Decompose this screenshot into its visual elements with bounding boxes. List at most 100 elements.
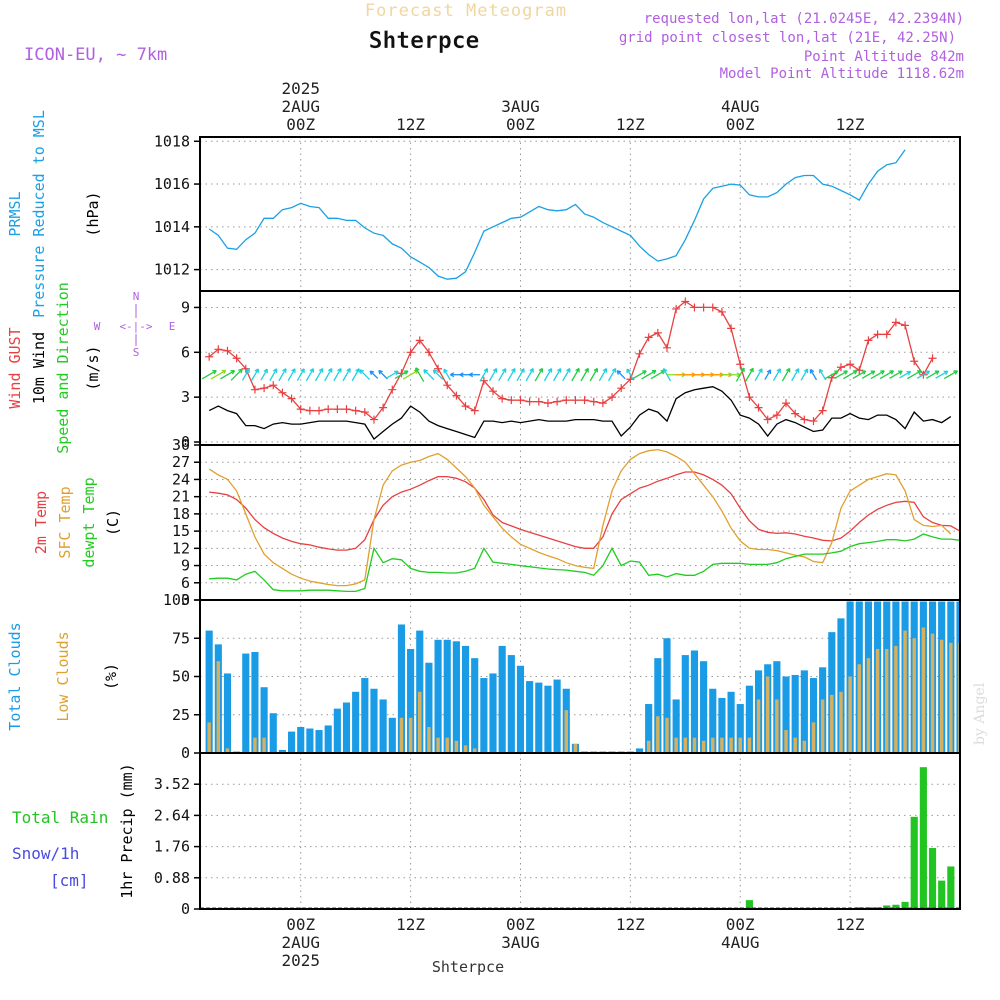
y-tick-label: 0 [181, 744, 190, 762]
bar-low-clouds [875, 648, 880, 753]
gust-marker [690, 303, 699, 312]
y-tick-label: 25 [172, 706, 190, 724]
bar-total-clouds [535, 682, 543, 753]
wind-arrow-head [346, 368, 351, 373]
wind-arrow [479, 368, 488, 382]
y-axis-label: dewpt Temp [80, 477, 98, 567]
gust-marker [223, 346, 232, 355]
gust-marker [452, 391, 461, 400]
y-tick-label: 2.64 [154, 806, 190, 824]
bottom-time-label: 2AUG [281, 933, 320, 952]
gust-marker [699, 303, 708, 312]
bar-low-clouds [408, 717, 413, 753]
bar-total-clouds [251, 652, 259, 753]
bar-low-clouds [445, 737, 449, 753]
bar-total-clouds [709, 688, 717, 753]
gust-marker [745, 393, 754, 402]
wind-arrow [626, 368, 635, 381]
wind-arrow [562, 368, 571, 382]
panel-frame-pressure [199, 136, 961, 292]
series-line-wind [208, 386, 952, 440]
bottom-time-label: 12Z [616, 915, 645, 934]
location-title: Shterpce [369, 28, 480, 54]
wind-arrow [879, 370, 894, 380]
gust-marker [214, 345, 223, 354]
wind-arrow-head [511, 368, 516, 373]
y-tick-label: 3 [181, 591, 190, 609]
bar-low-clouds [399, 717, 404, 753]
top-time-label: 3AUG [501, 97, 540, 116]
compass-west: W [94, 320, 101, 333]
gust-marker [763, 415, 772, 424]
gust-marker [305, 406, 314, 415]
gust-marker [717, 307, 726, 316]
y-axis-label: 2m Temp [32, 491, 50, 554]
wind-arrow [906, 370, 922, 380]
gust-marker [388, 385, 397, 394]
wind-arrow [735, 367, 745, 382]
wind-arrow-head [749, 367, 754, 373]
wind-arrow [754, 368, 763, 381]
wind-arrow [443, 368, 451, 381]
wind-arrow [296, 368, 305, 381]
wind-arrow-head [575, 367, 580, 373]
bar-total-clouds [672, 699, 680, 753]
bar-low-clouds [418, 691, 422, 753]
y-axis-label: 10m Wind [30, 332, 48, 404]
bar-total-clouds [681, 655, 689, 753]
bar-total-rain [919, 767, 927, 909]
bar-total-clouds [315, 730, 323, 753]
bar-low-clouds [765, 676, 770, 753]
bar-total-clouds [727, 691, 735, 753]
y-tick-label: 9 [181, 557, 190, 575]
bar-low-clouds [894, 645, 898, 753]
gust-marker [653, 328, 662, 337]
wind-arrow-head [642, 370, 647, 375]
wind-arrow [369, 370, 379, 379]
bar-low-clouds [564, 710, 569, 753]
gust-marker [836, 363, 845, 372]
wind-arrow-head [662, 368, 668, 373]
series-group-clouds [205, 601, 960, 753]
gust-marker [846, 360, 855, 369]
wind-arrow [641, 370, 657, 380]
wind-arrow [943, 370, 958, 380]
gust-marker [489, 387, 498, 396]
bar-low-clouds [720, 737, 724, 753]
wind-arrow [269, 368, 278, 381]
bar-total-clouds [828, 632, 836, 753]
bar-total-clouds [370, 688, 378, 753]
bar-low-clouds [848, 676, 852, 753]
bar-low-clouds [472, 748, 477, 753]
bar-low-clouds [756, 699, 761, 753]
bar-total-rain [947, 866, 955, 909]
wind-arrow-head [520, 368, 525, 373]
bar-low-clouds [656, 716, 660, 753]
bar-low-clouds [949, 642, 953, 753]
bar-total-clouds [489, 673, 497, 753]
text-layer: Forecast Meteogram Shterpce ICON-EU, ~ 7… [6, 1, 988, 976]
wind-arrow [598, 368, 608, 382]
wind-arrow-head [369, 370, 375, 376]
wind-arrow-head [834, 370, 839, 375]
wind-arrow-head [282, 368, 287, 373]
wind-arrow-head [925, 370, 931, 375]
wind-arrow-head [852, 370, 858, 375]
top-time-label: 00Z [286, 115, 315, 134]
wind-arrow [745, 367, 754, 382]
gust-marker [434, 364, 443, 373]
y-tick-label: 6 [181, 343, 190, 361]
wind-arrow [916, 370, 930, 379]
series-group-precip [200, 767, 960, 909]
series-line-sfc-temp [208, 448, 952, 587]
bar-total-clouds [306, 728, 314, 753]
gust-marker [672, 304, 681, 313]
wind-arrow-head [861, 370, 867, 375]
wind-arrow [889, 370, 903, 379]
wind-arrow [488, 368, 498, 382]
wind-arrow [899, 370, 911, 379]
bar-low-clouds [436, 737, 440, 753]
bar-total-clouds [553, 679, 561, 753]
bar-low-clouds [711, 737, 715, 753]
bar-total-clouds [223, 673, 232, 753]
